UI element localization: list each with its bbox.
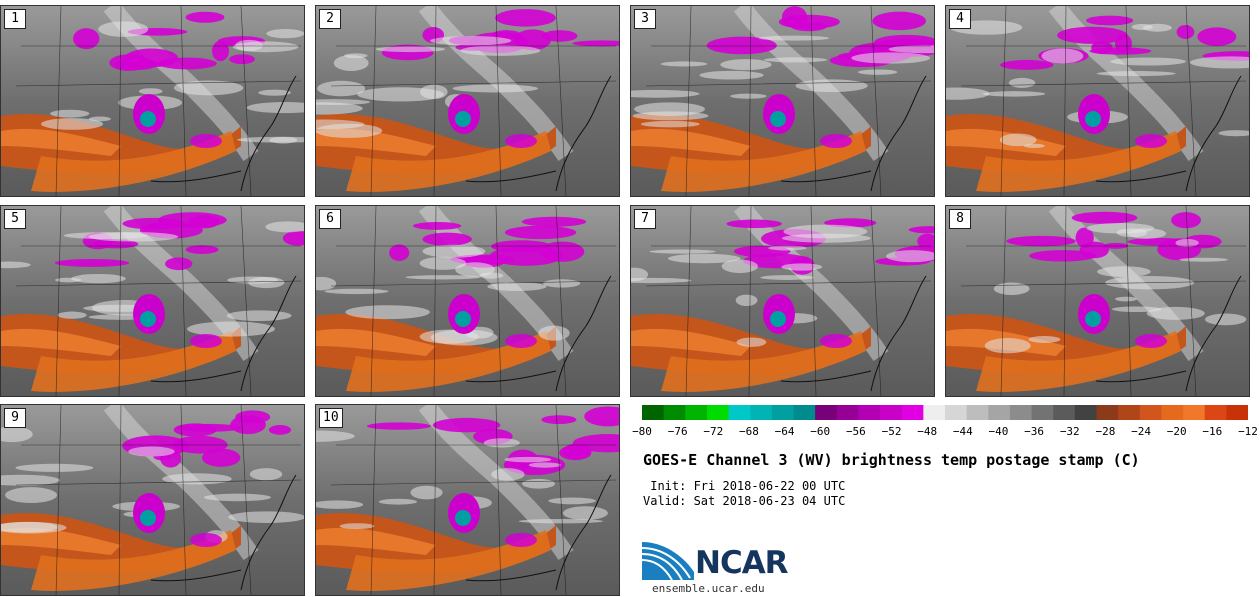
ncar-logo-text: NCAR bbox=[695, 545, 789, 581]
colorbar-tick-label: −32 bbox=[1059, 425, 1080, 438]
colorbar-tick-label: −12 bbox=[1238, 425, 1258, 438]
colorbar-segment bbox=[750, 405, 773, 420]
panel-number: 8 bbox=[949, 209, 971, 229]
colorbar-tick-label: −40 bbox=[988, 425, 1009, 438]
colorbar-tick-label: −44 bbox=[952, 425, 973, 438]
colorbar-segment bbox=[1183, 405, 1206, 420]
forecast-panel-1[interactable]: 1 bbox=[0, 5, 305, 197]
forecast-panel-5[interactable]: 5 bbox=[0, 205, 305, 397]
colorbar-tick-label: −36 bbox=[1024, 425, 1045, 438]
colorbar-tick-label: −80 bbox=[632, 425, 652, 438]
panel-number: 10 bbox=[319, 408, 343, 428]
colorbar-segment bbox=[663, 405, 686, 420]
ncar-url[interactable]: ensemble.ucar.edu bbox=[652, 582, 765, 595]
colorbar-segment bbox=[880, 405, 903, 420]
colorbar-segment bbox=[1161, 405, 1184, 420]
colorbar-tick-label: −60 bbox=[810, 425, 831, 438]
colorbar-tick-label: −68 bbox=[739, 425, 759, 438]
colorbar-segment bbox=[685, 405, 708, 420]
forecast-panel-3[interactable]: 3 bbox=[630, 5, 935, 197]
valid-time: Valid: Sat 2018-06-23 04 UTC bbox=[643, 494, 846, 508]
colorbar-segment bbox=[1139, 405, 1162, 420]
forecast-panel-7[interactable]: 7 bbox=[630, 205, 935, 397]
colorbar-tick-label: −16 bbox=[1202, 425, 1223, 438]
colorbar-tick-label: −20 bbox=[1166, 425, 1187, 438]
colorbar-segment bbox=[1053, 405, 1076, 420]
colorbar-strip bbox=[642, 405, 1248, 420]
colorbar-segment bbox=[793, 405, 816, 420]
colorbar-segment bbox=[728, 405, 751, 420]
forecast-panel-2[interactable]: 2 bbox=[315, 5, 620, 197]
colorbar-segment bbox=[901, 405, 924, 420]
colorbar-segment bbox=[1204, 405, 1227, 420]
colorbar-tick-label: −76 bbox=[667, 425, 688, 438]
colorbar-segment bbox=[642, 405, 665, 420]
panel-number: 4 bbox=[949, 9, 971, 29]
forecast-panel-4[interactable]: 4 bbox=[945, 5, 1250, 197]
colorbar-segment bbox=[1226, 405, 1248, 420]
colorbar-segment bbox=[945, 405, 968, 420]
forecast-panel-10[interactable]: 10 bbox=[315, 404, 620, 596]
colorbar-segment bbox=[1096, 405, 1119, 420]
panel-number: 3 bbox=[634, 9, 656, 29]
colorbar-tick-label: −48 bbox=[917, 425, 938, 438]
init-time: Init: Fri 2018-06-22 00 UTC bbox=[643, 479, 846, 493]
panel-number: 6 bbox=[319, 209, 341, 229]
colorbar-segment bbox=[923, 405, 946, 420]
forecast-panel-6[interactable]: 6 bbox=[315, 205, 620, 397]
panel-number: 2 bbox=[319, 9, 341, 29]
forecast-panel-8[interactable]: 8 bbox=[945, 205, 1250, 397]
colorbar-segment bbox=[815, 405, 838, 420]
colorbar-segment bbox=[858, 405, 881, 420]
panel-number: 1 bbox=[4, 9, 26, 29]
colorbar-tick-label: −56 bbox=[845, 425, 866, 438]
panel-number: 9 bbox=[4, 408, 26, 428]
colorbar-segment bbox=[836, 405, 859, 420]
page-title: GOES-E Channel 3 (WV) brightness temp po… bbox=[643, 451, 1140, 469]
colorbar-tick-label: −24 bbox=[1131, 425, 1151, 438]
colorbar-segment bbox=[706, 405, 730, 420]
panel-number: 5 bbox=[4, 209, 26, 229]
colorbar-segment bbox=[1118, 405, 1141, 420]
colorbar-segment bbox=[771, 405, 794, 420]
ncar-logo-icon bbox=[642, 542, 694, 581]
colorbar-segment bbox=[988, 405, 1011, 420]
colorbar-tick-label: −72 bbox=[703, 425, 724, 438]
panel-number: 7 bbox=[634, 209, 656, 229]
colorbar-tick-label: −64 bbox=[774, 425, 795, 438]
forecast-panel-9[interactable]: 9 bbox=[0, 404, 305, 596]
colorbar-tick-label: −52 bbox=[881, 425, 902, 438]
colorbar-segment bbox=[1009, 405, 1033, 420]
colorbar-segment bbox=[966, 405, 989, 420]
colorbar-segment bbox=[1031, 405, 1054, 420]
colorbar-segment bbox=[1074, 405, 1097, 420]
colorbar-tick-label: −28 bbox=[1095, 425, 1116, 438]
